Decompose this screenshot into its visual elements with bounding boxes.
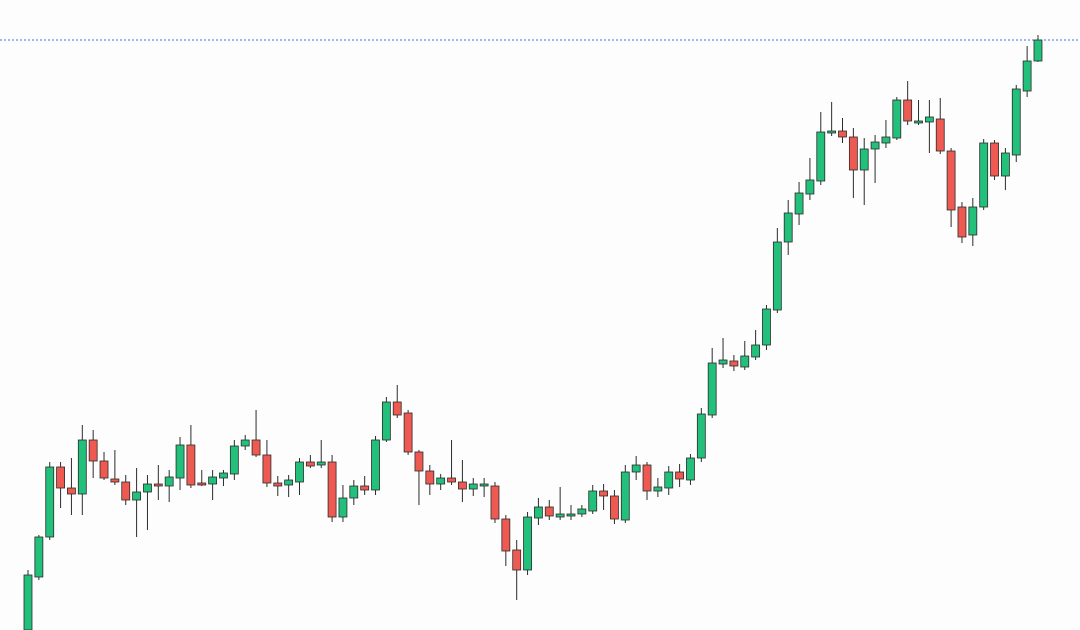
candle-body: [1022, 60, 1032, 92]
candle-body: [479, 483, 489, 487]
candle-body: [881, 136, 891, 144]
candle-body: [327, 461, 337, 518]
candle-body: [132, 491, 142, 501]
candle-body: [762, 308, 771, 346]
candle-body: [772, 241, 782, 311]
candle-body: [903, 99, 913, 122]
candle-body: [740, 355, 750, 368]
candle-body: [349, 485, 359, 499]
candle-body: [566, 513, 576, 517]
candle-body: [305, 461, 315, 467]
candle-body: [381, 401, 391, 441]
candle-body: [642, 464, 652, 492]
candle-body: [1033, 39, 1043, 62]
candle-body: [436, 477, 446, 485]
candle-body: [425, 470, 435, 485]
candle-body: [403, 412, 413, 453]
candle-body: [816, 131, 826, 182]
candle-body: [892, 99, 902, 139]
candle-body: [175, 444, 185, 479]
candle-body: [468, 483, 478, 490]
candle-body: [99, 460, 109, 479]
candle-body: [447, 477, 456, 483]
candle-body: [262, 454, 272, 484]
candle-body: [316, 461, 326, 466]
candle-body: [838, 130, 847, 138]
candle-body: [360, 485, 370, 491]
candle-body: [23, 574, 33, 630]
candle-body: [729, 360, 739, 367]
candle-body: [599, 490, 608, 497]
candle-body: [914, 120, 923, 124]
candle-body: [229, 445, 239, 475]
candle-body: [751, 344, 761, 358]
candle-body: [555, 513, 565, 518]
candle-body: [696, 413, 706, 459]
candle-body: [240, 439, 250, 447]
candle-body: [631, 464, 641, 473]
candle-body: [88, 439, 98, 462]
candle-body: [783, 212, 793, 243]
candle-body: [219, 472, 228, 479]
candle-body: [718, 359, 728, 365]
candle-body: [957, 206, 967, 238]
candle-body: [56, 466, 65, 489]
candle-body: [946, 150, 956, 211]
candle-body: [924, 116, 934, 123]
candle-body: [935, 118, 945, 152]
candle-body: [534, 506, 543, 519]
candle-body: [848, 136, 858, 171]
candle-body: [794, 192, 804, 215]
candle-body: [512, 549, 522, 571]
candle-body: [295, 461, 304, 483]
candle-body: [1001, 152, 1010, 177]
candle-body: [284, 479, 294, 486]
candle-body: [544, 506, 554, 517]
candle-body: [653, 486, 663, 492]
candle-body: [153, 483, 163, 487]
candle-body: [675, 471, 684, 480]
candle-body: [501, 518, 511, 552]
candle-body: [457, 481, 467, 490]
candle-body: [338, 497, 348, 518]
candle-body: [968, 206, 978, 236]
candle-body: [620, 471, 630, 521]
candle-body: [392, 401, 402, 416]
candle-body: [870, 141, 880, 150]
candle-body: [197, 482, 207, 486]
candle-body: [686, 457, 695, 481]
candle-body: [45, 466, 55, 538]
candle-body: [859, 148, 869, 171]
candle-body: [414, 451, 424, 472]
candle-body: [990, 142, 999, 177]
candle-body: [707, 362, 717, 416]
candle-body: [805, 179, 815, 195]
candle-body: [143, 483, 152, 493]
candle-body: [186, 444, 196, 486]
candle-body: [490, 485, 500, 520]
candle-body: [77, 439, 87, 495]
candle-body: [371, 439, 380, 491]
candle-body: [34, 536, 44, 578]
candle-body: [110, 478, 120, 483]
candle-body: [208, 476, 218, 485]
candle-body: [1011, 88, 1021, 156]
candle-body: [979, 142, 989, 208]
candle-body: [588, 490, 598, 512]
candle-body: [610, 495, 619, 520]
candle-body: [251, 439, 261, 456]
candle-body: [67, 487, 76, 495]
candle-body: [523, 516, 532, 571]
candle-body: [273, 482, 283, 487]
candle-body: [664, 471, 674, 489]
candle-body: [577, 508, 587, 515]
candle-body: [827, 130, 837, 134]
candle-body: [164, 476, 174, 487]
candle-body: [121, 481, 131, 501]
